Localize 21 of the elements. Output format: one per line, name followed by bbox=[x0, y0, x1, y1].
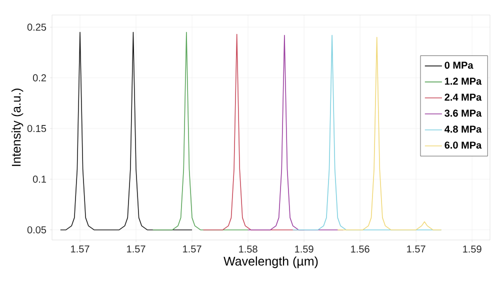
legend-label: 0 MPa bbox=[444, 62, 474, 69]
x-tick-label: 1.57 bbox=[71, 246, 90, 252]
y-tick-label: 0.05 bbox=[27, 226, 46, 234]
legend-label: 6.0 MPa bbox=[444, 142, 482, 149]
y-tick-label: 0.25 bbox=[27, 24, 46, 31]
x-tick-label: 1.57 bbox=[407, 246, 426, 252]
x-tick-label: 1.57 bbox=[127, 246, 146, 252]
x-tick-label: 1.59 bbox=[295, 246, 314, 253]
x-tick-label: 1.59 bbox=[463, 246, 482, 253]
x-tick-label: 1.58 bbox=[239, 246, 258, 253]
x-tick-label: 1.57 bbox=[183, 246, 202, 252]
y-tick-label: 0.1 bbox=[32, 176, 46, 183]
legend-label: 2.4 MPa bbox=[444, 94, 482, 101]
legend-label: 3.6 MPa bbox=[444, 110, 482, 117]
y-tick-label: 0.2 bbox=[32, 74, 46, 82]
x-tick-label: 1.56 bbox=[351, 246, 370, 253]
y-axis-title: Intensity (a.u.) bbox=[11, 88, 24, 166]
legend-label: 4.8 MPa bbox=[444, 126, 482, 133]
y-tick-label: 0.15 bbox=[27, 124, 46, 132]
legend-label: 1.2 MPa bbox=[444, 78, 482, 85]
x-axis-title: Wavelength (µm) bbox=[224, 256, 318, 268]
